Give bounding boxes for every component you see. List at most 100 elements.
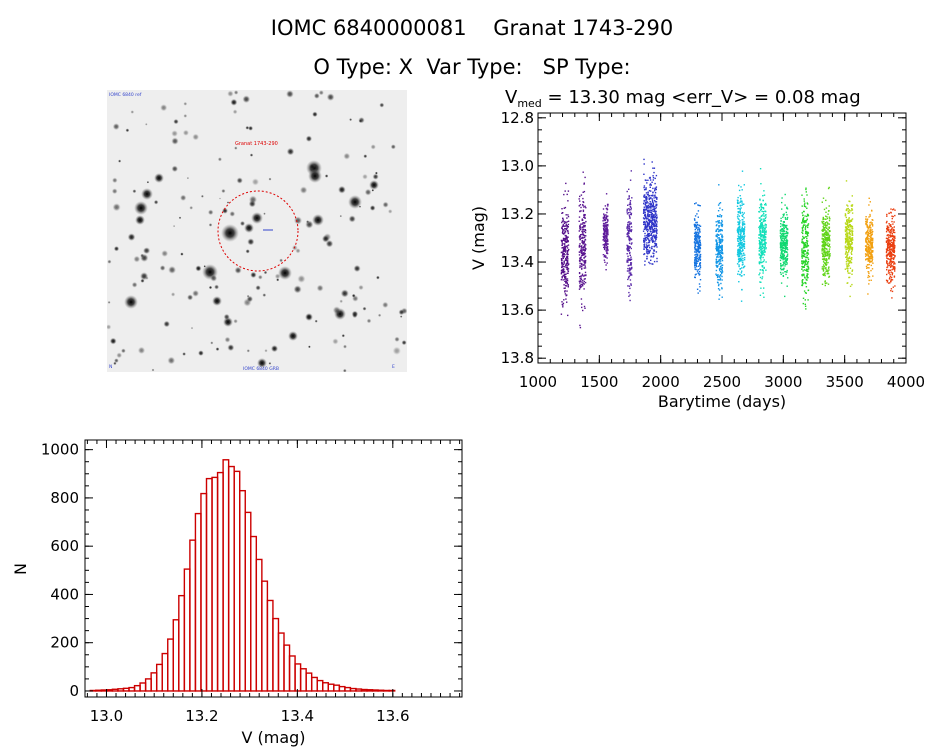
lc-point: [741, 241, 743, 244]
lc-point: [741, 230, 743, 232]
lc-point: [739, 220, 741, 222]
hist-bar: [189, 539, 197, 692]
lc-point: [737, 238, 739, 240]
lc-point: [802, 302, 804, 305]
lc-point: [741, 245, 743, 247]
lc-point: [721, 236, 724, 238]
lc-point: [630, 268, 632, 270]
lc-point: [845, 223, 847, 225]
lc-point: [821, 201, 823, 203]
lc-point: [780, 246, 782, 248]
lc-point: [786, 248, 788, 250]
lc-point: [628, 242, 631, 244]
lc-point: [643, 209, 645, 211]
lc-point: [802, 247, 805, 249]
lc-point: [870, 229, 872, 232]
lc-point: [628, 232, 630, 235]
lc-point: [824, 234, 826, 236]
lc-point: [871, 246, 873, 248]
lc-point: [653, 250, 656, 252]
lc-point: [626, 229, 629, 231]
lc-point: [566, 278, 569, 280]
lc-point: [580, 265, 583, 268]
lc-point: [868, 247, 871, 249]
lc-point: [780, 250, 783, 253]
lc-point: [654, 187, 656, 189]
lc-point: [851, 234, 853, 236]
lc-point: [565, 229, 568, 231]
star: [358, 119, 363, 123]
lc-point: [721, 269, 723, 271]
lc-point: [563, 246, 565, 249]
lc-point: [758, 211, 761, 213]
lc-point: [760, 239, 763, 242]
lc-point: [646, 221, 648, 223]
lc-point: [846, 218, 848, 221]
lc-point: [870, 244, 872, 247]
lc-point: [851, 230, 853, 232]
lc-point: [826, 231, 828, 233]
hist-bar: [183, 568, 191, 692]
lc-point: [604, 238, 606, 240]
lc-point: [851, 242, 853, 244]
lc-point: [650, 255, 652, 257]
lc-point: [893, 257, 895, 259]
lc-point: [803, 246, 806, 249]
lc-point: [717, 252, 719, 255]
lc-point: [650, 259, 652, 261]
lc-point: [652, 167, 654, 169]
lc-point: [762, 199, 764, 202]
lc-point: [781, 224, 783, 226]
lc-point: [781, 255, 784, 258]
lc-point: [782, 235, 784, 238]
lc-point: [560, 239, 563, 242]
lc-point: [892, 235, 894, 237]
lc-point: [889, 244, 891, 246]
lc-point: [846, 265, 848, 267]
lc-point: [740, 228, 742, 230]
lc-point: [582, 282, 585, 284]
lc-point: [823, 256, 825, 258]
lc-point: [626, 208, 629, 210]
lc-point: [562, 252, 564, 254]
lc-point: [630, 264, 632, 266]
lc-point: [717, 234, 720, 236]
lc-point: [585, 207, 587, 209]
lc-point: [851, 227, 854, 229]
lc-point: [582, 254, 584, 256]
lc-point: [738, 229, 740, 231]
lc-point: [585, 220, 587, 223]
lc-point: [740, 200, 742, 202]
lc-point: [604, 219, 606, 222]
lc-point: [806, 232, 808, 234]
lc-point: [648, 206, 650, 209]
lc-point: [892, 238, 894, 241]
lc-point: [694, 254, 696, 256]
lc-point: [650, 256, 652, 258]
lc-point: [564, 259, 567, 261]
lc-point: [698, 232, 700, 235]
lc-point: [602, 254, 605, 256]
lc-point: [566, 259, 569, 262]
lc-point: [852, 239, 854, 241]
lc-point: [740, 253, 743, 255]
lc-point: [870, 239, 872, 242]
lc-point: [869, 226, 871, 228]
lc-point: [719, 246, 721, 249]
lc-point: [781, 234, 784, 237]
lc-point: [629, 229, 631, 231]
lc-point: [652, 225, 655, 227]
lc-point: [717, 215, 719, 218]
lc-point: [824, 244, 827, 246]
lc-point: [652, 240, 654, 242]
lc-point: [760, 215, 763, 217]
lc-point: [567, 258, 569, 260]
lc-point: [740, 198, 742, 200]
lc-point: [887, 249, 889, 251]
lc-point: [825, 234, 827, 236]
lc-point: [759, 230, 762, 233]
lc-point: [824, 248, 826, 250]
lc-point: [888, 254, 890, 256]
lc-point: [566, 256, 569, 258]
lc-point: [697, 250, 699, 252]
